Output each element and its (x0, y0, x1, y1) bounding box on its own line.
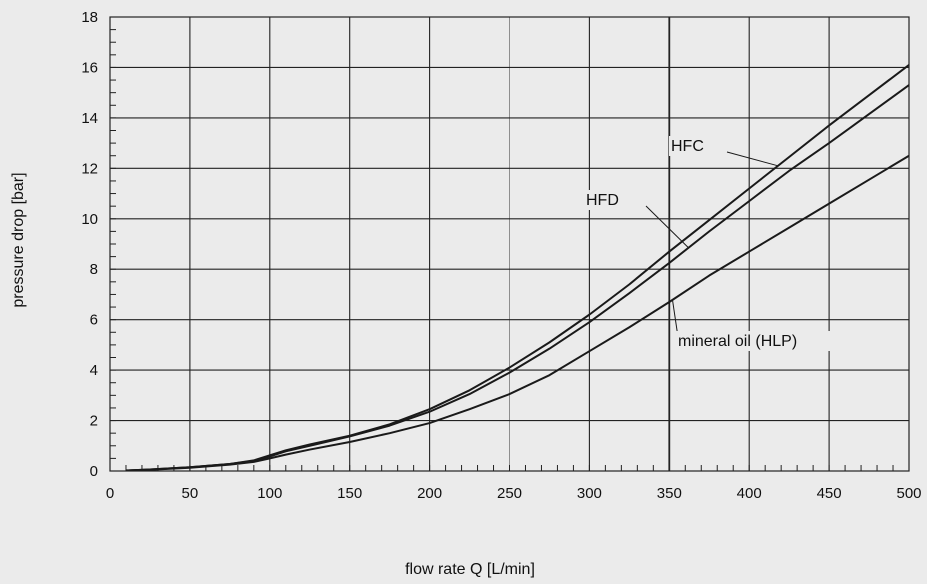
gridlines (110, 17, 909, 471)
minor-ticks (110, 29, 894, 471)
y-tick-label: 12 (81, 160, 98, 177)
series-annotation-label: mineral oil (HLP) (678, 333, 797, 350)
annotation-label-background (584, 190, 621, 210)
annotation-leader-line (726, 151, 779, 167)
series-line-hfd (125, 84, 910, 472)
plot-frame (109, 16, 910, 472)
series-line-mineral-oil-hlp- (125, 154, 910, 472)
annotation-label-background (669, 136, 706, 156)
x-tick-label: 150 (337, 485, 362, 502)
x-tick-label: 450 (817, 485, 842, 502)
tick-labels: 0 50 100 150 200 250 300 350 400 450 500 0 2 4 6 8 10 12 1… (81, 9, 921, 502)
annotations: HFC HFD mineral oil (HLP) (584, 136, 832, 351)
y-tick-label: 16 (81, 59, 98, 76)
x-tick-label: 200 (417, 485, 442, 502)
x-tick-label: 500 (896, 485, 921, 502)
y-tick-label: 2 (90, 413, 98, 430)
y-axis-title: pressure drop [bar] (10, 172, 27, 307)
series-lines (125, 64, 910, 472)
y-tick-label: 6 (90, 312, 98, 329)
y-tick-label: 4 (90, 362, 98, 379)
y-tick-label: 18 (81, 9, 98, 26)
x-tick-label: 100 (257, 485, 282, 502)
x-tick-label: 300 (577, 485, 602, 502)
x-axis-title: flow rate Q [L/min] (405, 561, 535, 578)
x-tick-label: 50 (182, 485, 199, 502)
y-tick-label: 10 (81, 211, 98, 228)
y-tick-label: 14 (81, 110, 98, 127)
series-annotation-label: HFC (671, 138, 704, 155)
annotation-leader-line (672, 299, 679, 338)
annotation-label-background (676, 331, 832, 351)
series-line-hfc (125, 64, 910, 472)
annotation-leader-line (645, 205, 689, 249)
x-tick-label: 400 (737, 485, 762, 502)
x-tick-label: 250 (497, 485, 522, 502)
x-tick-label: 350 (657, 485, 682, 502)
y-tick-label: 8 (90, 261, 98, 278)
series-annotation-label: HFD (586, 192, 619, 209)
y-tick-label: 0 (90, 463, 98, 480)
x-tick-label: 0 (106, 485, 114, 502)
